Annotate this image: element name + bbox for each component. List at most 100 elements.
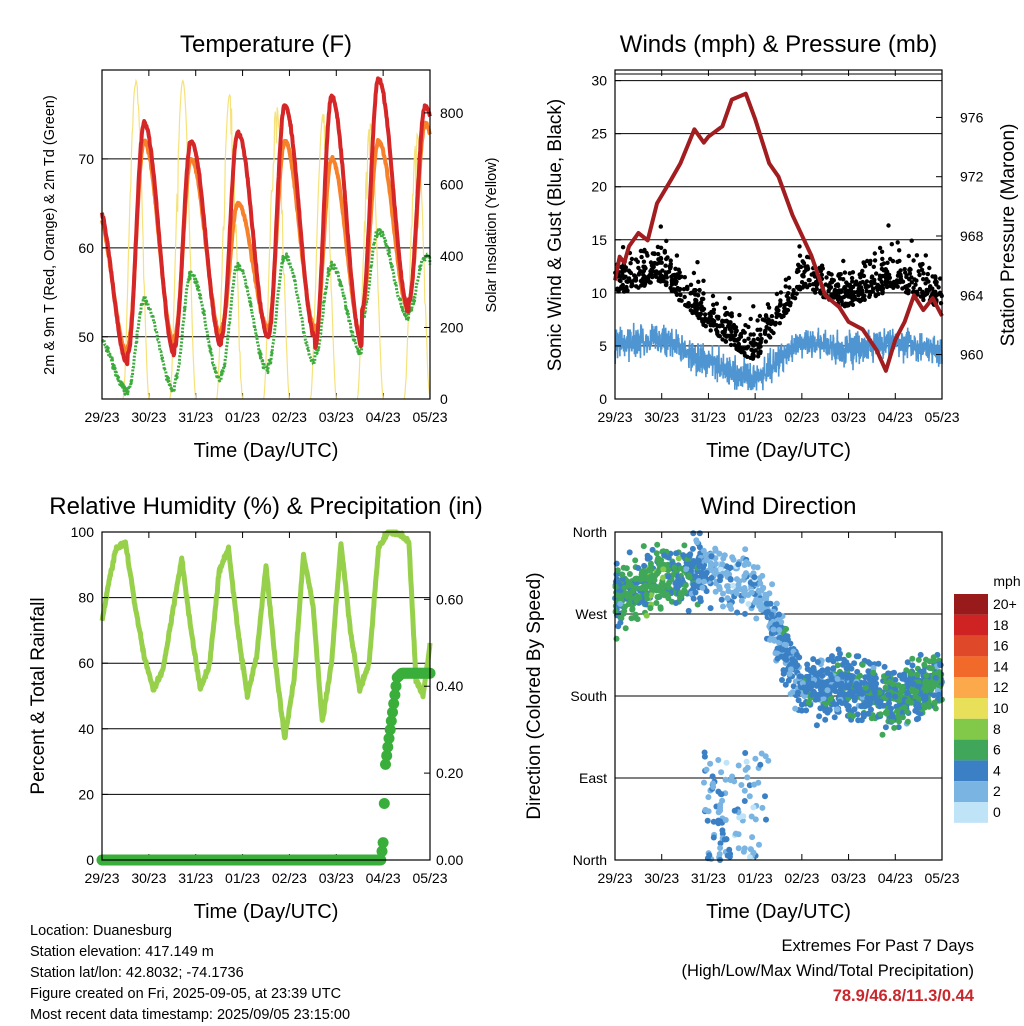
direction-point	[904, 708, 911, 715]
gust-point	[803, 265, 809, 270]
gust-point	[813, 282, 818, 287]
gust-point	[783, 284, 788, 289]
direction-point	[672, 600, 679, 606]
direction-point	[756, 575, 763, 582]
gust-point	[629, 256, 635, 262]
direction-point	[644, 555, 651, 562]
direction-point	[710, 818, 717, 825]
direction-point	[682, 582, 689, 589]
gust-point	[718, 323, 723, 328]
direction-point	[717, 840, 724, 847]
gust-point	[877, 245, 883, 251]
gust-point	[851, 290, 857, 295]
direction-point	[620, 564, 627, 571]
direction-point	[904, 718, 911, 725]
gust-point	[923, 253, 928, 258]
direction-point	[715, 820, 722, 827]
gust-point	[886, 272, 892, 277]
direction-point	[705, 794, 712, 801]
direction-point	[741, 798, 748, 804]
direction-point	[864, 695, 871, 702]
solar-insolation-line	[122, 78, 431, 400]
direction-point	[681, 542, 688, 549]
direction-point	[814, 659, 821, 665]
x-tick-label: 03/23	[831, 409, 866, 425]
y-tick-label: 70	[78, 151, 94, 167]
direction-point	[914, 671, 921, 678]
gust-point	[904, 274, 909, 280]
direction-point	[804, 661, 811, 668]
gust-point	[803, 281, 808, 287]
direction-point	[926, 703, 933, 710]
direction-point	[765, 757, 772, 764]
direction-point	[875, 660, 882, 667]
gust-point	[809, 272, 814, 277]
gust-point	[751, 304, 756, 309]
direction-point	[708, 575, 715, 581]
direction-point	[931, 699, 938, 706]
direction-point	[784, 650, 791, 657]
gust-point	[669, 282, 675, 287]
gust-point	[906, 253, 911, 259]
gust-point	[787, 285, 792, 290]
direction-point	[665, 566, 672, 573]
direction-point	[889, 713, 896, 720]
direction-point	[717, 801, 724, 808]
gust-point	[650, 251, 655, 256]
direction-point	[632, 557, 639, 564]
gust-point	[695, 260, 700, 265]
y2-tick-label: 200	[440, 319, 464, 335]
gust-point	[921, 297, 926, 303]
gust-point	[656, 278, 661, 283]
direction-point	[661, 592, 668, 599]
td-line	[100, 226, 432, 396]
direction-point	[778, 653, 785, 660]
gust-point	[849, 275, 855, 281]
gust-point	[807, 278, 812, 283]
y-tick-label: 0	[599, 391, 607, 407]
gust-point	[911, 258, 916, 263]
gust-point	[824, 275, 829, 280]
panel-4-xlabel: Time (Day/UTC)	[706, 901, 851, 923]
direction-point	[742, 750, 749, 756]
gust-point	[640, 276, 646, 282]
direction-point	[707, 605, 714, 612]
direction-point	[706, 852, 713, 859]
gust-point	[629, 284, 634, 289]
direction-point	[674, 582, 681, 588]
legend-swatch	[954, 718, 988, 740]
direction-point	[719, 561, 726, 568]
extremes-values: 78.9/46.8/11.3/0.44	[832, 987, 974, 1005]
direction-point	[909, 662, 916, 669]
gust-point	[701, 291, 706, 296]
direction-point	[838, 671, 845, 678]
direction-point	[776, 639, 782, 646]
direction-point	[704, 817, 711, 824]
direction-point	[723, 759, 730, 766]
direction-point	[922, 678, 929, 685]
direction-point	[758, 606, 765, 613]
direction-point	[757, 580, 764, 587]
direction-point	[898, 686, 905, 693]
gust-point	[755, 342, 760, 347]
station-info: Location: Duanesburg Station elevation: …	[30, 921, 350, 1026]
gust-point	[868, 258, 873, 264]
gust-point	[877, 273, 883, 278]
direction-point	[726, 846, 733, 853]
precip-point	[382, 741, 394, 753]
gust-point	[777, 321, 782, 326]
direction-point	[675, 576, 682, 583]
gust-point	[626, 268, 632, 273]
gust-point	[688, 308, 693, 313]
direction-point	[902, 677, 909, 683]
direction-point	[862, 684, 869, 691]
gust-point	[879, 249, 885, 254]
gust-point	[696, 279, 701, 284]
gust-point	[668, 285, 673, 291]
gust-point	[624, 284, 629, 290]
direction-point	[736, 578, 743, 585]
direction-point	[686, 552, 693, 559]
gust-point	[790, 295, 795, 300]
gust-point	[642, 280, 648, 286]
legend-title: mph	[993, 573, 1020, 589]
